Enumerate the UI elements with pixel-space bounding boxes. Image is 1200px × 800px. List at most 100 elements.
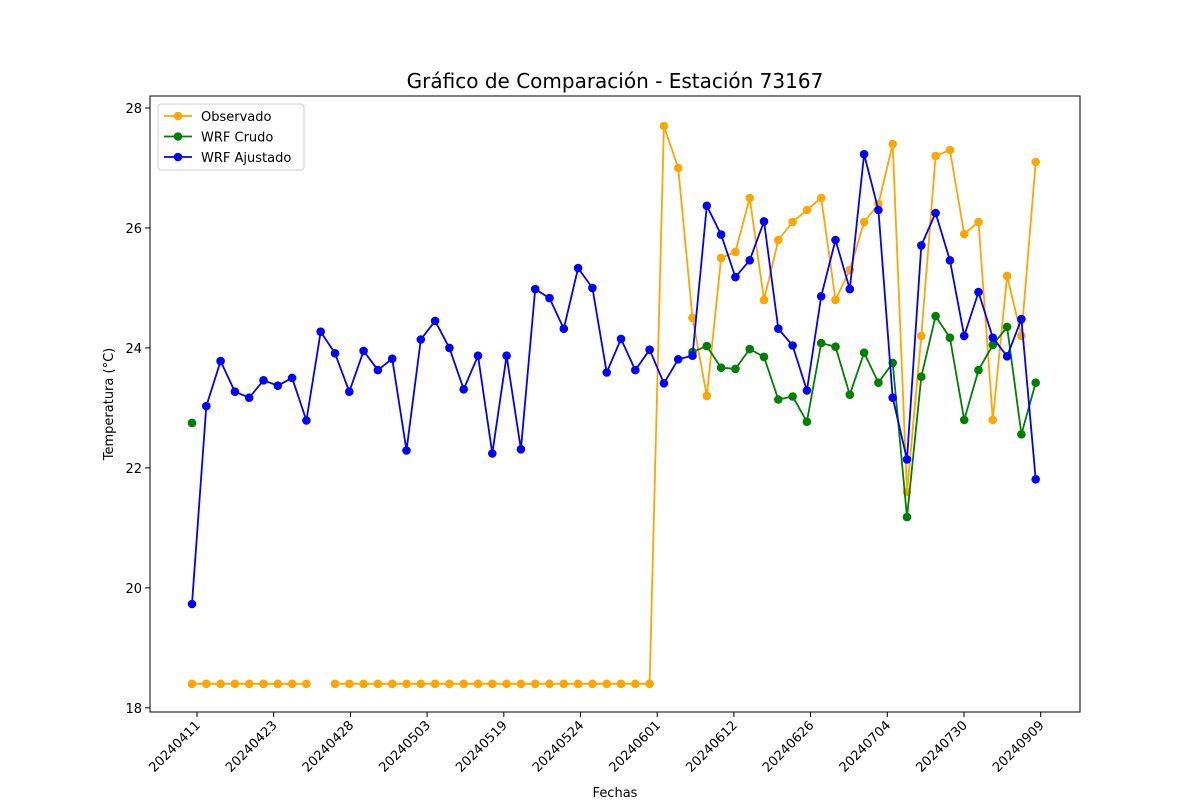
data-point: [573, 679, 583, 689]
data-point: [673, 355, 683, 364]
y-tick-label: 22: [125, 462, 142, 477]
y-tick-label: 20: [125, 582, 142, 597]
chart-title: Gráfico de Comparación - Estación 73167: [407, 69, 824, 93]
data-point: [673, 163, 683, 173]
data-point: [202, 679, 211, 689]
data-point: [831, 342, 840, 352]
data-point: [244, 393, 254, 403]
data-point: [273, 381, 283, 391]
data-point: [402, 679, 411, 689]
data-point: [273, 679, 283, 689]
legend-label: WRF Crudo: [201, 131, 273, 146]
y-tick-label: 28: [125, 102, 142, 117]
data-point: [588, 283, 597, 293]
data-point: [959, 229, 969, 239]
y-tick-label: 26: [125, 222, 142, 237]
data-point: [416, 335, 426, 344]
data-point: [187, 679, 197, 689]
data-point: [545, 293, 554, 303]
plot-area: [149, 95, 1081, 713]
data-point: [259, 376, 268, 385]
y-axis-label: Temperatura (°C): [102, 348, 117, 461]
data-point: [287, 679, 297, 689]
data-point: [588, 679, 597, 689]
data-point: [945, 255, 955, 265]
data-point: [816, 338, 826, 348]
data-point: [302, 416, 311, 425]
data-point: [988, 333, 998, 343]
data-point: [931, 151, 940, 161]
data-point: [502, 679, 511, 689]
x-axis-label: Fechas: [593, 786, 638, 800]
data-point: [1031, 378, 1040, 388]
data-point: [530, 284, 540, 294]
data-point: [816, 292, 826, 301]
data-point: [845, 284, 855, 294]
data-point: [187, 599, 197, 609]
data-point: [402, 446, 411, 455]
data-point: [488, 449, 497, 458]
data-point: [759, 295, 769, 305]
data-point: [974, 365, 983, 375]
data-point: [445, 343, 454, 353]
data-point: [688, 313, 697, 323]
data-point: [731, 247, 740, 257]
data-point: [631, 679, 640, 689]
data-point: [559, 679, 569, 689]
data-point: [473, 351, 483, 361]
data-point: [502, 351, 511, 361]
data-point: [187, 418, 197, 428]
data-point: [988, 415, 998, 425]
data-point: [1002, 322, 1012, 332]
data-point: [1002, 271, 1012, 281]
series-0: [187, 121, 1040, 689]
data-point: [659, 379, 669, 388]
legend: Observado WRF Crudo WRF Ajustado: [157, 103, 305, 171]
data-point: [931, 208, 940, 218]
data-point: [359, 346, 368, 356]
data-point: [287, 373, 297, 383]
data-point: [645, 345, 654, 355]
data-point: [902, 455, 912, 464]
data-point: [330, 679, 340, 689]
data-point: [802, 386, 812, 395]
data-point: [373, 365, 383, 375]
data-point: [230, 679, 240, 689]
data-point: [545, 679, 554, 689]
data-point: [917, 372, 926, 382]
data-point: [1031, 157, 1040, 167]
data-point: [974, 217, 983, 227]
data-point: [559, 324, 569, 334]
data-point: [774, 324, 783, 334]
data-point: [430, 679, 440, 689]
data-point: [774, 395, 783, 404]
data-point: [931, 311, 940, 321]
data-point: [788, 341, 797, 350]
legend-label: WRF Ajustado: [201, 151, 291, 166]
y-tick-label: 18: [125, 702, 142, 717]
data-point: [816, 193, 826, 203]
data-point: [645, 679, 654, 689]
data-point: [874, 378, 883, 388]
data-point: [445, 679, 454, 689]
data-point: [802, 417, 812, 427]
data-point: [373, 679, 383, 689]
data-point: [888, 393, 897, 403]
data-point: [831, 295, 840, 305]
data-point: [874, 205, 883, 215]
legend-marker: [173, 132, 183, 141]
data-point: [516, 445, 526, 454]
data-point: [716, 230, 726, 239]
data-point: [302, 679, 311, 689]
data-point: [974, 287, 983, 297]
data-point: [731, 272, 740, 282]
data-point: [859, 149, 869, 159]
data-point: [1002, 352, 1012, 361]
data-point: [345, 679, 354, 689]
data-point: [945, 333, 955, 343]
data-point: [745, 344, 754, 354]
data-point: [459, 385, 469, 394]
series-1: [187, 311, 1040, 522]
legend-marker: [173, 111, 183, 121]
y-tick-label: 24: [125, 342, 142, 357]
